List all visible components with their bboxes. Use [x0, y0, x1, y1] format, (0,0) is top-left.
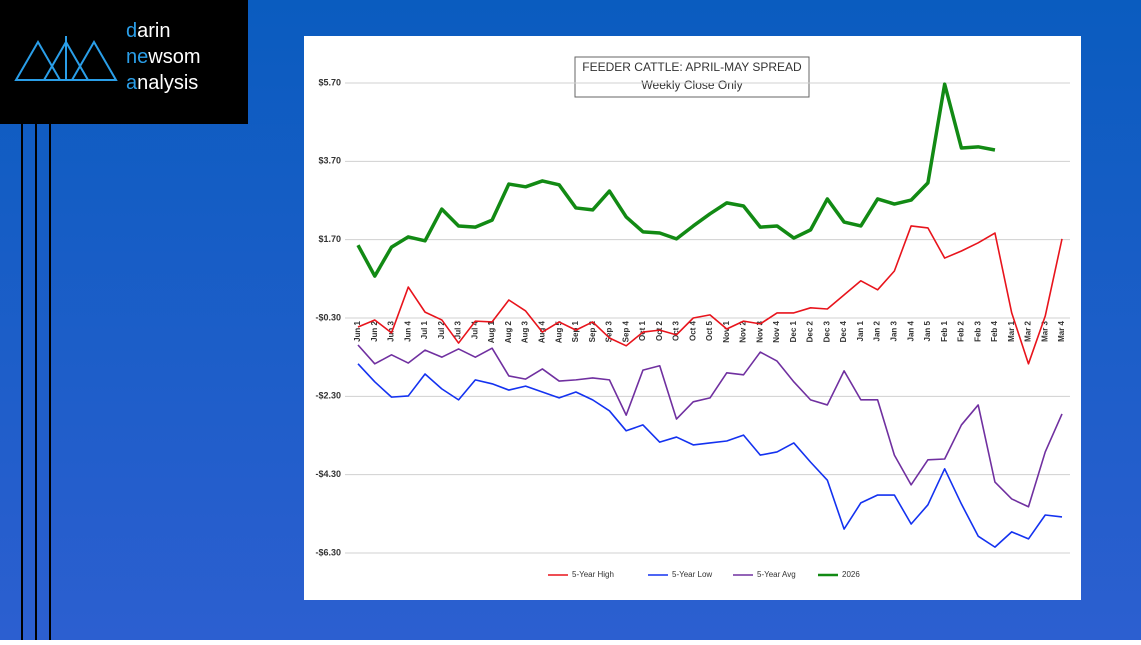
x-tick-label: Mar 2 [1024, 320, 1033, 341]
x-tick-label: Jan 1 [856, 320, 865, 341]
series-line [357, 344, 1063, 508]
logo-box [0, 0, 248, 124]
x-tick-label: Nov 4 [772, 320, 781, 342]
x-tick-label: Oct 3 [672, 320, 681, 341]
x-tick-label: Feb 2 [957, 320, 966, 341]
y-tick-label: $3.70 [318, 156, 341, 166]
y-tick-label: -$0.30 [315, 312, 341, 322]
x-tick-label: Nov 2 [739, 320, 748, 342]
logo-word: darin [126, 20, 170, 42]
x-tick-label: Feb 1 [940, 320, 949, 341]
x-tick-label: Jul 1 [420, 320, 429, 339]
series-line [356, 82, 996, 278]
x-tick-label: Mar 1 [1007, 320, 1016, 341]
logo-icon [14, 36, 118, 81]
x-tick-label: Sep 2 [588, 320, 597, 342]
logo-rest: arin [137, 20, 170, 42]
legend-label: 5-Year Avg [757, 570, 796, 579]
logo-rest: wsom [147, 46, 200, 68]
x-tick-label: Jan 4 [906, 320, 915, 341]
x-tick-label: Oct 5 [705, 320, 714, 341]
x-tick-label: Jan 5 [923, 320, 932, 341]
x-tick-label: Jun 3 [387, 320, 396, 341]
legend-label: 5-Year High [572, 570, 614, 579]
legend-label: 5-Year Low [672, 570, 712, 579]
logo-word: newsom [126, 46, 200, 68]
x-tick-label: Jul 4 [470, 320, 479, 339]
x-tick-label: Aug 3 [521, 320, 530, 343]
x-tick-label: Aug 2 [504, 320, 513, 343]
x-tick-label: Sep 1 [571, 320, 580, 342]
series-line [357, 225, 1063, 365]
logo-word: analysis [126, 72, 198, 94]
x-tick-label: Jun 4 [403, 320, 412, 341]
x-tick-label: Jul 2 [437, 320, 446, 339]
x-tick-label: Mar 4 [1057, 320, 1066, 341]
x-tick-label: Jun 1 [353, 320, 362, 341]
x-tick-label: Nov 3 [755, 320, 764, 342]
x-tick-label: Jan 3 [889, 320, 898, 341]
x-tick-label: Feb 3 [973, 320, 982, 341]
y-tick-label: -$4.30 [315, 469, 341, 479]
x-tick-label: Aug 1 [487, 320, 496, 343]
logo-accent: d [126, 20, 137, 42]
x-tick-label: Jan 2 [873, 320, 882, 341]
x-tick-label: Dec 1 [789, 320, 798, 342]
y-tick-label: -$6.30 [315, 547, 341, 557]
chart-title: FEEDER CATTLE: APRIL-MAY SPREAD [582, 60, 802, 74]
y-tick-label: -$2.30 [315, 391, 341, 401]
x-tick-label: Nov 1 [722, 320, 731, 342]
decor-lines [21, 124, 51, 640]
y-tick-label: $1.70 [318, 234, 341, 244]
x-tick-label: Jul 3 [454, 320, 463, 339]
logo-accent: a [126, 72, 138, 94]
plot: $5.70 $3.70 $1.70 -$0.30 -$2.30 -$4.30 -$6.30 J… [315, 77, 1070, 579]
x-tick-label: Jun 2 [370, 320, 379, 341]
x-tick-label: Dec 4 [839, 320, 848, 342]
x-tick-label: Oct 4 [688, 320, 697, 341]
x-tick-label: Feb 4 [990, 320, 999, 341]
x-tick-label: Dec 2 [806, 320, 815, 342]
logo-accent: ne [126, 46, 148, 68]
x-tick-label: Sep 3 [605, 320, 614, 342]
x-tick-label: Dec 3 [822, 320, 831, 342]
logo-rest: nalysis [137, 72, 198, 94]
title-box [574, 56, 810, 98]
series-line [357, 363, 1063, 548]
x-tick-label: Oct 1 [638, 320, 647, 341]
x-tick-label: Mar 3 [1040, 320, 1049, 341]
y-tick-label: $5.70 [318, 77, 341, 87]
x-tick-label: Aug 5 [554, 320, 563, 343]
legend-label: 2026 [842, 570, 860, 579]
chart-subtitle: Weekly Close Only [641, 78, 742, 92]
x-tick-label: Sep 4 [621, 320, 630, 342]
